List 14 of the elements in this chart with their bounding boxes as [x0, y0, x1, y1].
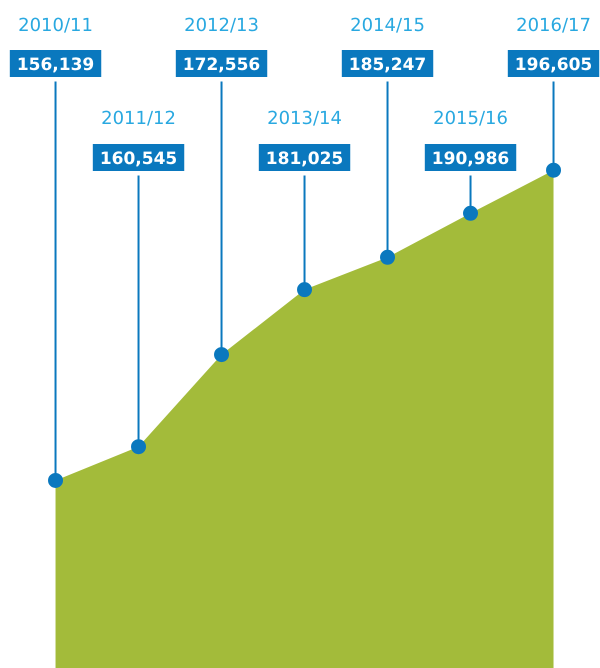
x-tick-label: 2012/13	[184, 15, 259, 36]
x-tick-label: 2016/17	[516, 15, 591, 36]
data-label: 181,025	[266, 149, 344, 169]
x-tick-label: 2011/12	[101, 108, 176, 129]
data-label: 172,556	[182, 55, 260, 75]
x-tick-label: 2014/15	[350, 15, 425, 36]
data-label: 156,139	[16, 55, 94, 75]
data-label: 160,545	[100, 149, 178, 169]
x-tick-label: 2013/14	[267, 108, 342, 129]
x-tick-label: 2015/16	[433, 108, 508, 129]
data-label: 196,605	[514, 55, 592, 75]
data-label: 185,247	[348, 55, 426, 75]
x-tick-label: 2010/11	[18, 15, 93, 36]
data-label: 190,986	[432, 149, 510, 169]
